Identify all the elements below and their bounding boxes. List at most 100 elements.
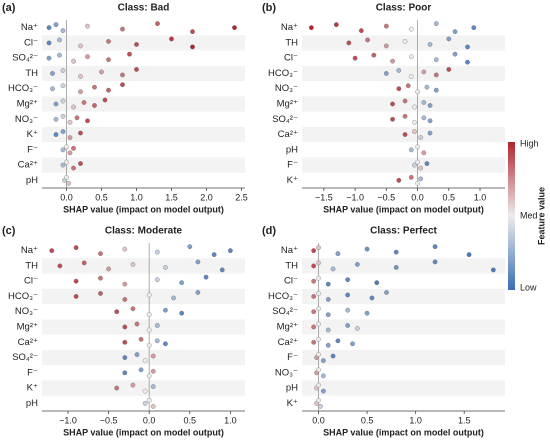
x-axis-label: SHAP value (impact on model output) (323, 204, 484, 214)
row-band (302, 349, 505, 366)
shap-point (98, 251, 103, 256)
shap-point (335, 251, 341, 256)
shap-point (134, 67, 139, 72)
shap-point (415, 144, 420, 150)
x-tick-label: −1.0 (59, 415, 77, 425)
row-band (42, 258, 245, 274)
shap-point (393, 249, 399, 255)
shap-point (138, 336, 144, 342)
shap-point (452, 51, 458, 57)
feature-label: Ca²⁺ (278, 337, 298, 348)
shap-point (421, 150, 427, 156)
x-axis-label: SHAP value (impact on model output) (323, 427, 484, 437)
shap-point (402, 98, 408, 104)
shap-point (408, 26, 414, 32)
shap-point (424, 84, 430, 90)
x-axis-label: SHAP value (impact on model output) (63, 427, 224, 437)
shap-point (446, 67, 452, 72)
feature-label: NO₃⁻ (15, 306, 38, 317)
shap-point (122, 246, 128, 252)
feature-label: Cl⁻ (24, 37, 38, 48)
shap-point (408, 175, 414, 180)
shap-point (309, 25, 314, 30)
x-tick-label: 1.0 (474, 192, 487, 202)
chart-title: Class: Poor (376, 3, 432, 14)
shap-point (396, 68, 402, 73)
shap-point (122, 324, 128, 330)
feature-label: Cl⁻ (284, 276, 298, 287)
shap-point (369, 295, 375, 301)
feature-label: F⁻ (287, 160, 298, 171)
shap-point (408, 74, 414, 79)
shap-point (179, 310, 185, 316)
shap-point (74, 115, 80, 121)
shap-point (78, 43, 83, 49)
feature-label: F⁻ (27, 367, 38, 378)
shap-point (325, 297, 331, 302)
shap-point (355, 262, 360, 267)
shap-point (465, 59, 470, 65)
x-tick-label: 1.5 (165, 192, 178, 202)
shap-point (421, 100, 427, 105)
shap-point (154, 323, 160, 328)
feature-label: K⁺ (27, 129, 38, 140)
shap-point (325, 342, 331, 348)
shap-point (78, 89, 83, 95)
feature-label: F⁻ (27, 144, 38, 155)
shap-point (321, 373, 326, 379)
shap-point (321, 358, 326, 363)
shap-point (171, 295, 176, 301)
shap-point (383, 23, 389, 29)
shap-point (67, 119, 73, 125)
shap-point (396, 178, 402, 183)
shap-point (311, 339, 317, 345)
shap-point (432, 259, 438, 265)
row-band (302, 380, 505, 396)
shap-point (211, 252, 217, 257)
feature-label: Mg²⁺ (17, 99, 38, 110)
feature-label: K⁺ (27, 383, 38, 394)
shap-point (73, 278, 79, 284)
shap-point (383, 43, 389, 49)
shap-point (60, 98, 66, 104)
shap-point (316, 291, 321, 296)
shap-point (64, 144, 69, 150)
shap-point (418, 135, 424, 140)
shap-point (421, 69, 427, 75)
x-tick-label: 0.5 (443, 192, 456, 202)
shap-point (427, 42, 433, 47)
shap-point (154, 338, 160, 344)
shap-point (490, 267, 496, 273)
feature-label: TH (285, 260, 298, 271)
shap-point (163, 341, 168, 347)
shap-point (53, 132, 59, 137)
shap-point (390, 116, 395, 122)
shap-point (316, 260, 321, 266)
row-band (42, 65, 245, 82)
shap-point (60, 68, 66, 73)
shap-point (150, 384, 156, 389)
shap-point (350, 341, 355, 347)
shap-point (92, 103, 97, 108)
shap-point (98, 275, 103, 281)
colorbar-med: Med (520, 210, 538, 220)
shap-point (316, 398, 321, 403)
x-tick-label: 0.0 (60, 192, 73, 202)
shap-point (203, 274, 209, 280)
shap-point (169, 36, 174, 42)
shap-point (412, 119, 417, 125)
shap-point (57, 263, 63, 269)
shap-point (408, 54, 414, 60)
feature-label: SO₄²⁻ (272, 306, 298, 317)
shap-point (50, 71, 55, 76)
feature-label: Na⁺ (21, 245, 38, 256)
shap-point (365, 37, 370, 43)
row-band (302, 65, 505, 82)
shap-point (396, 86, 402, 92)
shap-point (146, 342, 152, 348)
shap-point (311, 324, 317, 330)
shap-point (71, 58, 76, 64)
shap-point (427, 130, 433, 136)
colorbar-low: Low (520, 282, 537, 292)
